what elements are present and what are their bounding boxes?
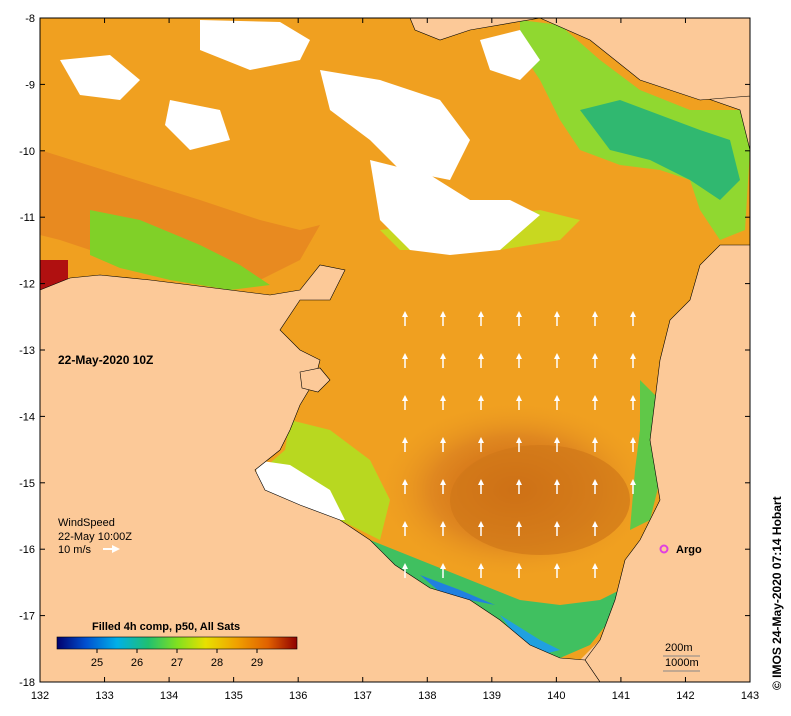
argo-float: Argo [659,544,702,556]
wind-legend-time: 22-May 10:00Z [58,531,132,543]
y-tick-label: -15 [19,478,35,490]
y-tick-label: -10 [19,146,35,158]
x-tick-label: 138 [418,690,436,702]
x-tick-label: 141 [612,690,630,702]
isobath-200m: 200m [665,642,693,654]
wind-legend-title: WindSpeed [58,517,115,529]
y-axis: -8 -9 -10 -11 -12 -13 -14 -15 -16 -17 -18 [19,13,750,689]
colorbar-gradient [56,636,298,650]
wind-legend: WindSpeed 22-May 10:00Z 10 m/s [58,517,132,556]
y-tick-label: -16 [19,544,35,556]
x-tick-label: 135 [224,690,242,702]
y-tick-label: -11 [20,212,35,224]
y-tick-label: -18 [19,677,35,689]
x-axis: 132 133 134 135 136 137 138 139 140 141 142 143 [31,18,759,702]
y-tick-label: -8 [25,13,35,25]
y-tick-label: -14 [19,411,35,423]
x-tick-label: 140 [547,690,565,702]
y-tick-label: -12 [19,279,35,291]
colorbar-tick-label: 26 [131,657,143,669]
colorbar: Filled 4h comp, p50, All Sats 25 26 27 28 29 [56,621,298,669]
ocean-sst-field [40,18,750,660]
y-tick-label: -13 [19,345,35,357]
x-tick-label: 143 [741,690,759,702]
x-tick-label: 133 [95,690,113,702]
y-tick-label: -17 [19,611,35,623]
isobath-1000m: 1000m [665,657,699,669]
y-tick-label: -9 [25,79,35,91]
timestamp-label: 22-May-2020 10Z [58,353,153,367]
wind-legend-scale: 10 m/s [58,544,92,556]
colorbar-tick-label: 29 [251,657,263,669]
wind-vector-field [402,311,636,578]
argo-label: Argo [676,544,702,556]
argo-marker-icon [659,544,669,554]
x-tick-label: 137 [354,690,372,702]
x-tick-label: 136 [289,690,307,702]
isobath-legend: 200m 1000m [663,642,700,672]
colorbar-tick-label: 25 [91,657,103,669]
island [299,367,331,393]
x-tick-label: 139 [483,690,501,702]
credit-text: © IMOS 24-May-2020 07:14 Hobart [770,496,784,690]
colorbar-tick-label: 28 [211,657,223,669]
x-tick-label: 132 [31,690,49,702]
colorbar-title: Filled 4h comp, p50, All Sats [92,621,240,633]
x-tick-label: 142 [676,690,694,702]
arnhem-land [39,264,601,683]
x-tick-label: 134 [160,690,178,702]
colorbar-tick-label: 27 [171,657,183,669]
